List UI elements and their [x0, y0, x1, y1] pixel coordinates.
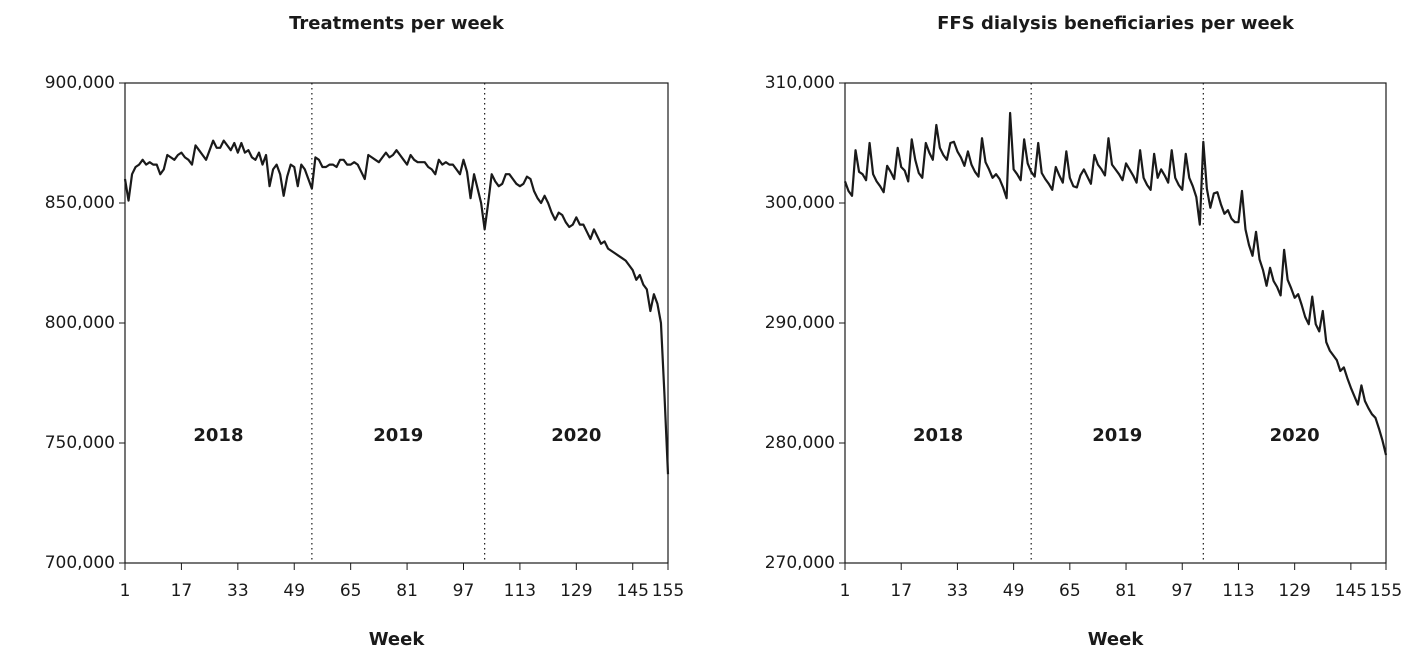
x-tick-label: 129	[1278, 581, 1310, 601]
x-tick-label: 1	[840, 581, 851, 601]
y-tick-label: 850,000	[45, 193, 115, 213]
y-tick-label: 270,000	[765, 553, 835, 573]
data-line	[843, 111, 1388, 456]
x-tick-label: 17	[171, 581, 193, 601]
year-label: 2020	[1270, 425, 1320, 446]
y-tick-label: 310,000	[765, 73, 835, 93]
year-label: 2019	[1092, 425, 1142, 446]
x-axis-label: Week	[369, 629, 426, 650]
x-tick-label: 1	[120, 581, 131, 601]
y-tick-label: 800,000	[45, 313, 115, 333]
y-tick-label: 280,000	[765, 433, 835, 453]
x-axis-label: Week	[1088, 629, 1145, 650]
x-tick-label: 49	[1003, 581, 1025, 601]
plot-frame	[124, 82, 669, 564]
y-tick-label: 300,000	[765, 193, 835, 213]
y-tick-label: 290,000	[765, 313, 835, 333]
x-tick-label: 81	[396, 581, 418, 601]
x-tick-label: 49	[283, 581, 305, 601]
x-tick-label: 81	[1115, 581, 1137, 601]
y-tick-label: 700,000	[45, 553, 115, 573]
chart-title: FFS dialysis beneficiaries per week	[937, 13, 1295, 34]
data-line	[123, 139, 670, 475]
year-label: 2018	[913, 425, 963, 446]
year-label: 2020	[551, 425, 601, 446]
y-tick-label: 900,000	[45, 73, 115, 93]
x-tick-label: 97	[453, 581, 475, 601]
x-tick-label: 155	[1370, 581, 1401, 601]
x-tick-label: 145	[1335, 581, 1367, 601]
x-tick-label: 129	[560, 581, 592, 601]
x-tick-label: 33	[227, 581, 249, 601]
year-label: 2018	[193, 425, 243, 446]
x-tick-label: 113	[504, 581, 536, 601]
x-tick-label: 97	[1171, 581, 1193, 601]
x-tick-label: 65	[340, 581, 362, 601]
x-tick-label: 145	[617, 581, 649, 601]
year-label: 2019	[373, 425, 423, 446]
x-tick-label: 65	[1059, 581, 1081, 601]
x-tick-label: 113	[1222, 581, 1254, 601]
x-tick-label: 33	[947, 581, 969, 601]
chart-title: Treatments per week	[289, 13, 505, 34]
y-tick-label: 750,000	[45, 433, 115, 453]
x-tick-label: 155	[652, 581, 684, 601]
x-tick-label: 17	[890, 581, 912, 601]
plot-frame	[844, 82, 1387, 564]
